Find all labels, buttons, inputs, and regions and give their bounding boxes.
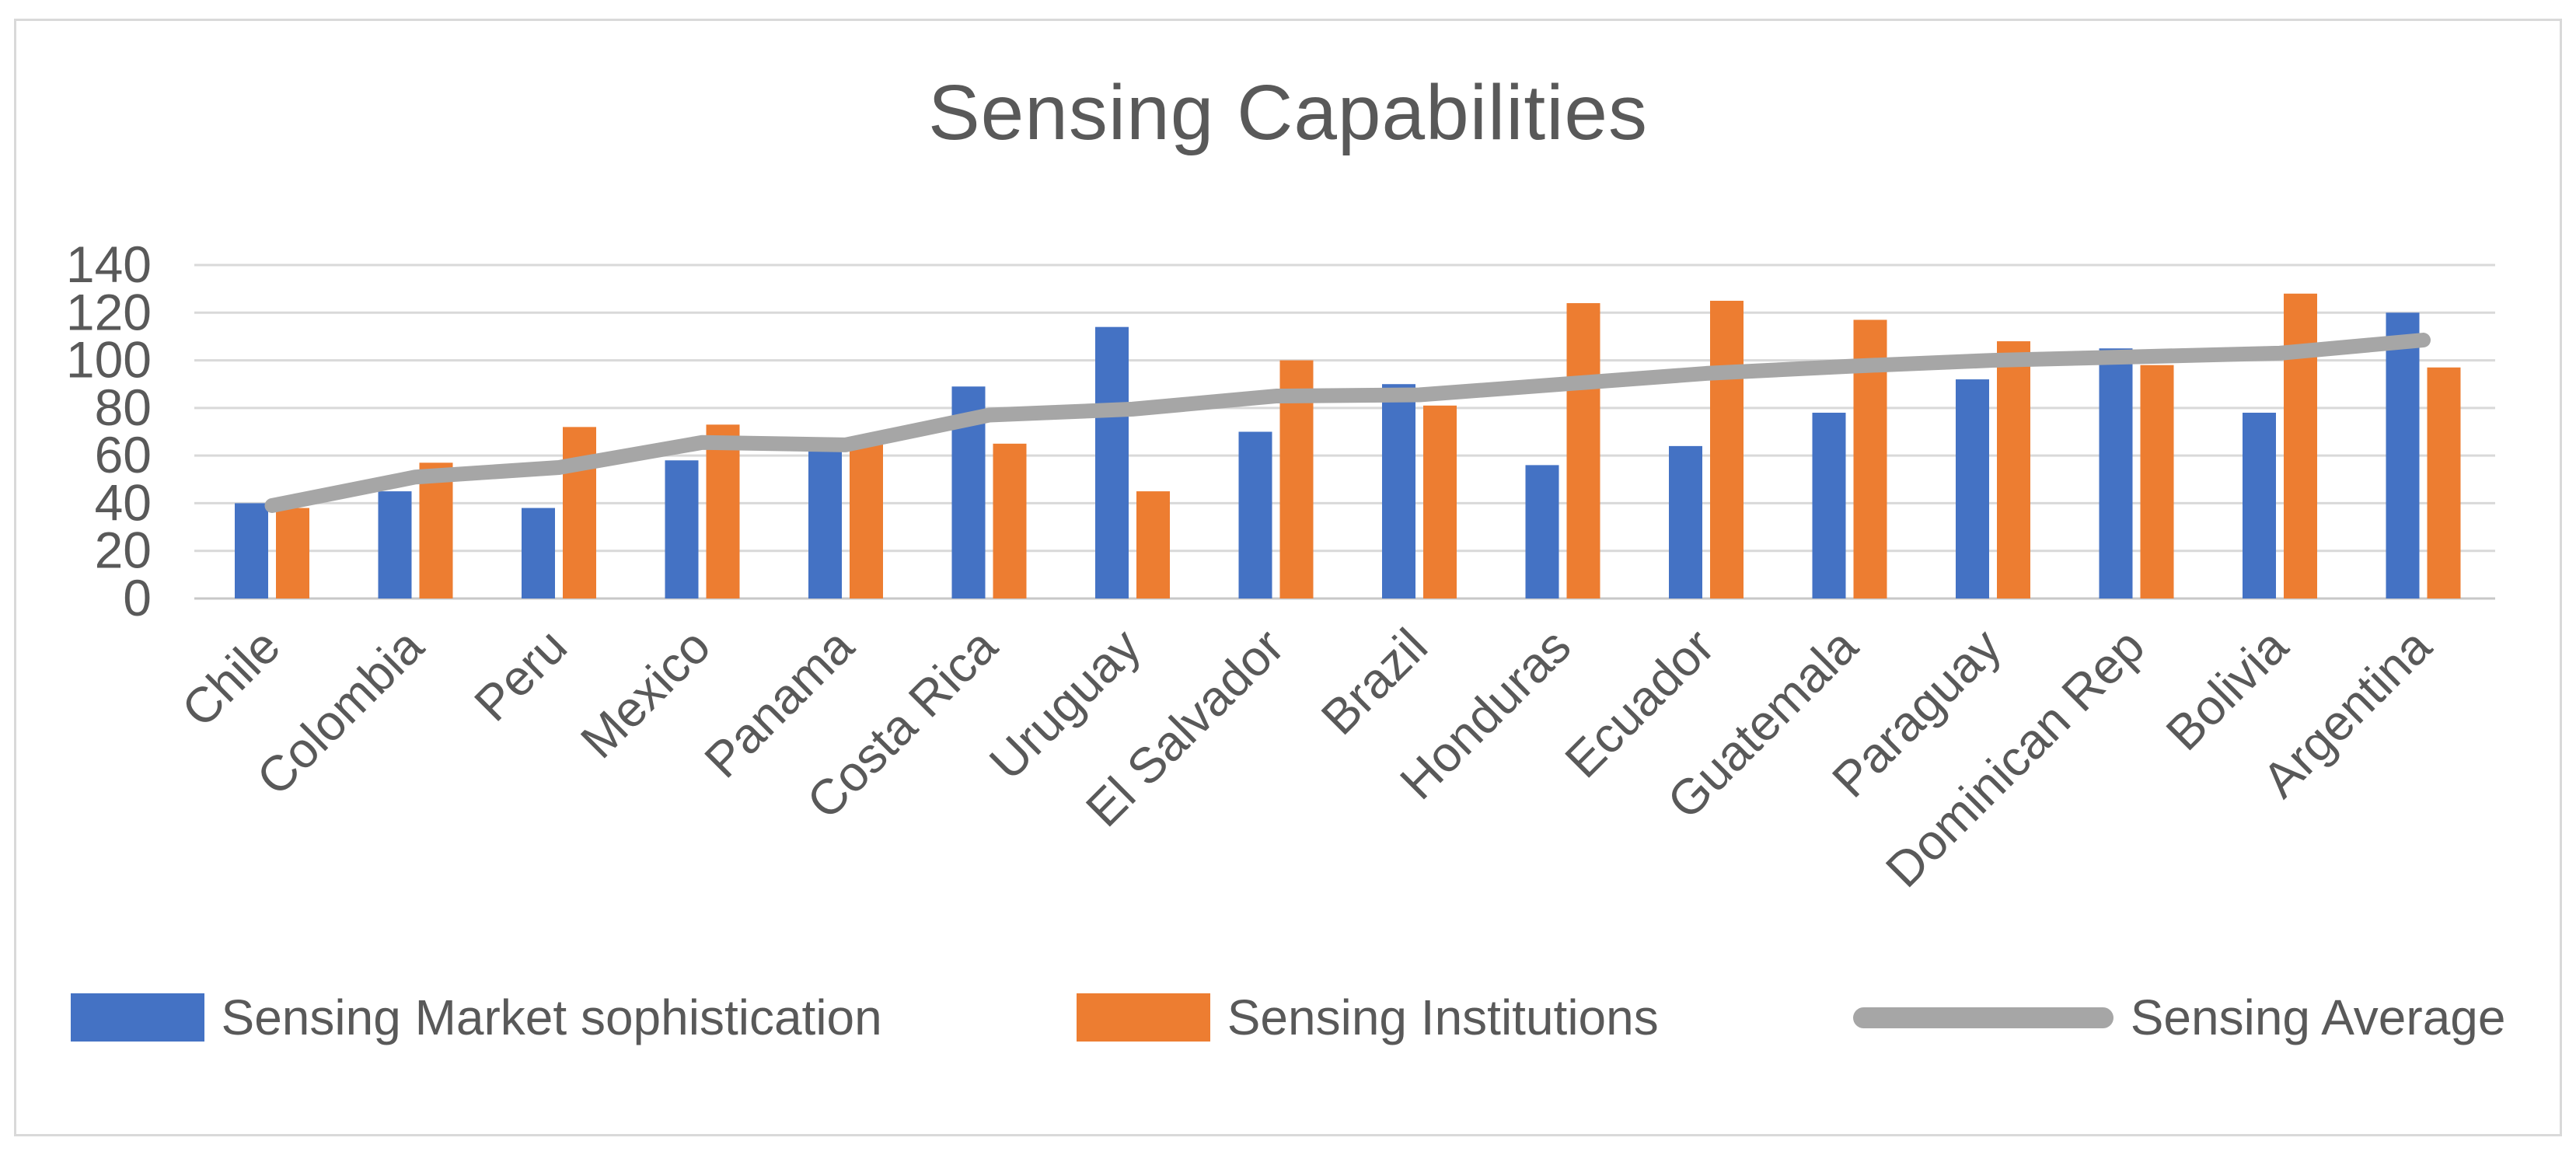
- bar-mexico-sensing-market-sophistication: [665, 460, 699, 598]
- bar-paraguay-sensing-institutions: [1997, 341, 2030, 598]
- bar-el-salvador-sensing-market-sophistication: [1238, 431, 1272, 598]
- bar-argentina-sensing-market-sophistication: [2386, 312, 2420, 598]
- legend-item-market-sophistication: Sensing Market sophistication: [70, 989, 882, 1046]
- x-axis-label-chile: Chile: [171, 618, 291, 738]
- bar-peru-sensing-institutions: [563, 427, 596, 598]
- bar-bolivia-sensing-institutions: [2284, 293, 2317, 598]
- x-axis-label-brazil: Brazil: [1311, 618, 1438, 745]
- y-tick-label-100: 100: [66, 331, 152, 389]
- legend-swatch-market-sophistication: [70, 993, 204, 1042]
- x-axis-label-dominican-rep: Dominican Rep: [1875, 618, 2155, 898]
- chart-title: Sensing Capabilities: [927, 69, 1649, 156]
- bar-chile-sensing-institutions: [276, 508, 309, 598]
- y-tick-label-120: 120: [66, 283, 152, 340]
- bar-bolivia-sensing-market-sophistication: [2243, 412, 2276, 598]
- bar-chile-sensing-market-sophistication: [235, 503, 268, 598]
- bar-guatemala-sensing-market-sophistication: [1812, 412, 1846, 598]
- bar-brazil-sensing-market-sophistication: [1382, 384, 1415, 598]
- legend-item-average: Sensing Average: [1852, 989, 2506, 1046]
- bar-colombia-sensing-institutions: [419, 462, 453, 598]
- bar-argentina-sensing-institutions: [2427, 367, 2461, 598]
- legend-swatch-institutions: [1076, 993, 1210, 1042]
- chart-legend: Sensing Market sophistication Sensing In…: [0, 989, 2576, 1046]
- bar-dominican-rep-sensing-market-sophistication: [2099, 348, 2133, 598]
- bar-uruguay-sensing-institutions: [1136, 491, 1170, 598]
- legend-label-market-sophistication: Sensing Market sophistication: [221, 989, 882, 1045]
- bar-colombia-sensing-market-sophistication: [378, 491, 412, 598]
- bar-mexico-sensing-institutions: [706, 424, 740, 598]
- legend-swatch-average: [1852, 1007, 2114, 1028]
- bar-uruguay-sensing-market-sophistication: [1095, 326, 1129, 598]
- y-tick-label-140: 140: [66, 236, 152, 293]
- bar-ecuador-sensing-market-sophistication: [1669, 445, 1702, 598]
- legend-label-average: Sensing Average: [2130, 989, 2506, 1045]
- bar-dominican-rep-sensing-institutions: [2140, 365, 2174, 598]
- y-tick-label-20: 20: [95, 522, 152, 579]
- bar-paraguay-sensing-market-sophistication: [1956, 379, 1989, 598]
- bar-panama-sensing-market-sophistication: [808, 448, 842, 598]
- bar-peru-sensing-market-sophistication: [522, 508, 555, 598]
- bar-ecuador-sensing-institutions: [1710, 300, 1744, 598]
- x-axis-label-bolivia: Bolivia: [2155, 618, 2299, 762]
- line-sensing-average: [264, 333, 2431, 513]
- y-tick-label-0: 0: [123, 569, 152, 626]
- legend-item-institutions: Sensing Institutions: [1076, 989, 1659, 1046]
- y-tick-label-80: 80: [95, 379, 152, 436]
- legend-label-institutions: Sensing Institutions: [1227, 989, 1659, 1045]
- y-tick-label-40: 40: [95, 473, 152, 531]
- bar-brazil-sensing-institutions: [1423, 405, 1457, 598]
- bar-costa-rica-sensing-institutions: [993, 443, 1027, 598]
- y-tick-label-60: 60: [95, 426, 152, 483]
- x-axis-label-peru: Peru: [463, 618, 578, 732]
- bar-honduras-sensing-market-sophistication: [1525, 465, 1559, 598]
- bar-panama-sensing-institutions: [850, 441, 883, 598]
- bar-honduras-sensing-institutions: [1566, 303, 1600, 598]
